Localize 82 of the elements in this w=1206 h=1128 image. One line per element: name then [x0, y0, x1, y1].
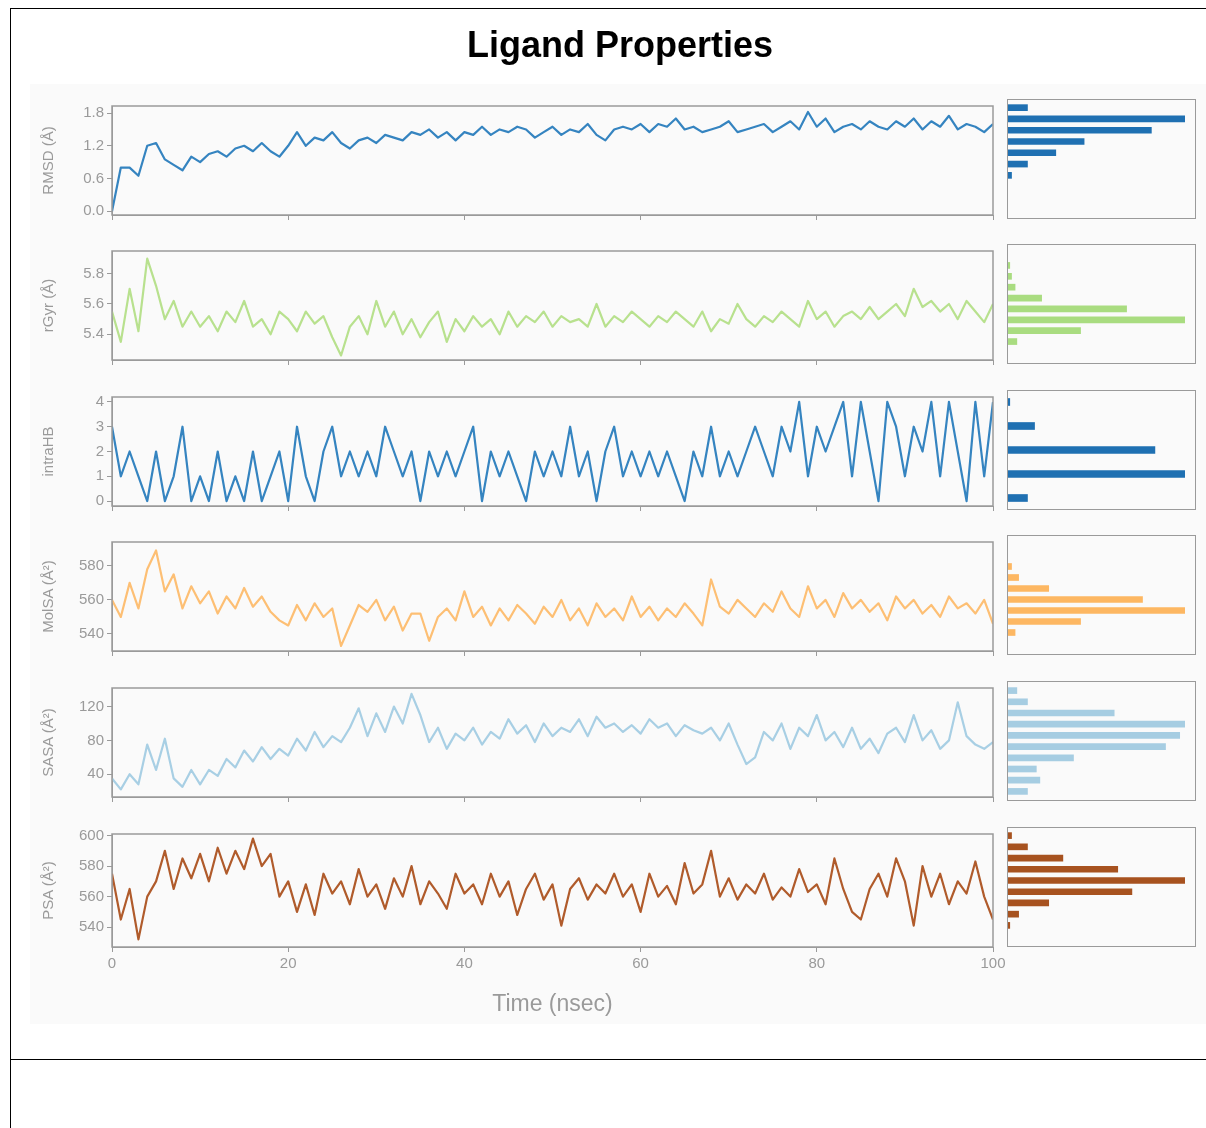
bar — [1008, 470, 1185, 478]
bar — [1008, 563, 1012, 570]
bar — [1008, 877, 1185, 884]
bar — [1008, 338, 1018, 345]
bar — [1008, 494, 1028, 502]
y-axis-title: SASA (Å²) — [39, 708, 57, 777]
bar — [1008, 698, 1028, 706]
bar — [1008, 272, 1012, 280]
y-tick-label: 1 — [95, 466, 104, 484]
y-tick-label: 540 — [78, 917, 104, 935]
y-axis-title: rGyr (Å) — [39, 278, 57, 333]
bar — [1008, 126, 1152, 134]
x-axis-title: Time (nsec) — [492, 989, 613, 1016]
y-tick-label: 560 — [78, 590, 104, 608]
y-tick-label: 560 — [78, 886, 104, 904]
y-tick-label: 80 — [87, 730, 104, 748]
y-tick-label: 5.8 — [83, 263, 104, 281]
bar — [1008, 922, 1011, 929]
y-tick-label: 5.6 — [83, 294, 104, 312]
bar — [1008, 843, 1028, 851]
bar — [1008, 104, 1028, 111]
bar — [1008, 294, 1042, 302]
bar — [1008, 316, 1185, 324]
y-tick-label: 2 — [95, 441, 104, 459]
y-axis-title: PSA (Å²) — [39, 861, 57, 920]
bar — [1008, 446, 1156, 454]
bar — [1008, 732, 1181, 739]
y-tick-label: 1.8 — [83, 103, 104, 121]
chart-title: Ligand Properties — [465, 24, 775, 66]
bar — [1008, 709, 1115, 717]
bar — [1008, 687, 1018, 694]
y-tick-label: 580 — [78, 555, 104, 573]
x-tick-label: 20 — [279, 954, 297, 972]
bar — [1008, 283, 1016, 291]
y-tick-label: 3 — [95, 416, 104, 434]
x-tick-label: 60 — [632, 954, 649, 972]
y-tick-label: 0.6 — [83, 168, 104, 186]
bar — [1008, 743, 1166, 750]
y-axis-title: MolSA (Å²) — [39, 560, 57, 633]
bar — [1008, 327, 1081, 335]
x-tick-label: 0 — [107, 954, 117, 972]
bar — [1008, 629, 1016, 636]
bar — [1008, 138, 1085, 145]
bar — [1008, 854, 1064, 862]
bar — [1008, 398, 1011, 406]
y-axis-title: intraHB — [39, 426, 57, 477]
x-tick-label: 80 — [808, 954, 826, 972]
y-tick-label: 120 — [78, 696, 104, 714]
y-tick-label: 600 — [78, 825, 104, 843]
y-tick-label: 5.4 — [83, 324, 104, 342]
bar — [1008, 305, 1127, 313]
bar — [1008, 788, 1028, 795]
bar — [1008, 776, 1041, 784]
bar — [1008, 422, 1035, 430]
y-tick-label: 540 — [78, 624, 104, 642]
bar — [1008, 899, 1050, 907]
y-tick-label: 1.2 — [83, 135, 104, 153]
bar — [1008, 115, 1185, 123]
y-tick-label: 580 — [78, 856, 104, 874]
bar — [1008, 607, 1185, 614]
y-tick-label: 4 — [95, 392, 104, 410]
y-tick-label: 40 — [87, 764, 104, 782]
bar — [1008, 149, 1057, 157]
bar — [1008, 865, 1119, 873]
bar — [1008, 765, 1037, 773]
bar — [1008, 574, 1019, 581]
x-tick-label: 40 — [456, 954, 473, 972]
bar — [1008, 618, 1081, 625]
bar — [1008, 160, 1028, 168]
bar — [1008, 720, 1185, 728]
bar — [1008, 172, 1012, 179]
bar — [1008, 262, 1011, 269]
bar — [1008, 832, 1012, 839]
y-axis-title: RMSD (Å) — [39, 126, 57, 195]
bar — [1008, 910, 1019, 918]
bar — [1008, 888, 1133, 896]
bar — [1008, 596, 1143, 603]
bar — [1008, 754, 1074, 762]
bar — [1008, 585, 1050, 592]
x-tick-label: 100 — [980, 954, 1006, 972]
y-tick-label: 0.0 — [83, 201, 104, 219]
y-tick-label: 0 — [95, 491, 104, 509]
